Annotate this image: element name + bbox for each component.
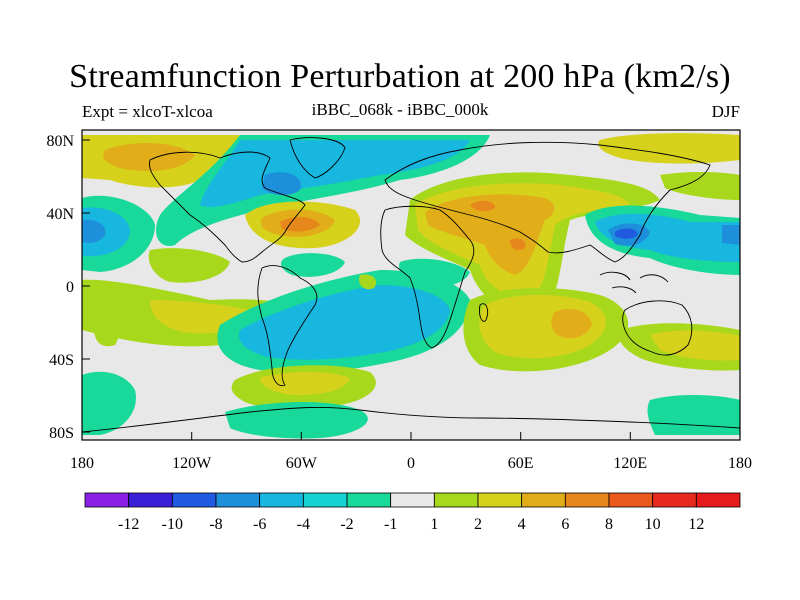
- contour-region: [598, 133, 740, 164]
- coastline-north-america: [149, 151, 306, 263]
- contour-region: [262, 172, 301, 196]
- contour-region: [660, 171, 740, 200]
- lat-label: 40N: [46, 206, 74, 223]
- contour-region: [470, 200, 495, 212]
- colorbar-swatch: [521, 492, 566, 508]
- longitude-axis: 180 120W 60W 0 60E 120E 180: [70, 432, 752, 472]
- colorbar-label: -8: [209, 516, 222, 533]
- coastline-eurasia: [384, 141, 711, 263]
- contour-region: [647, 395, 740, 435]
- contour-region: [551, 308, 592, 339]
- colorbar-label: 1: [430, 516, 438, 533]
- colorbar-label: -4: [297, 516, 310, 533]
- colorbar-swatch: [171, 492, 217, 508]
- colorbar-label: 4: [518, 516, 526, 533]
- coastline-madagascar: [479, 303, 489, 322]
- colorbar-label: -1: [384, 516, 397, 533]
- lon-label: 180: [70, 455, 94, 472]
- colorbar-label: -10: [162, 516, 183, 533]
- colorbar-swatch: [433, 492, 479, 508]
- colorbar-swatch: [128, 492, 173, 508]
- contour-field: [82, 130, 740, 440]
- contour-region: [238, 285, 450, 360]
- contour-region: [722, 225, 740, 245]
- coastline-south-america: [257, 265, 318, 387]
- coastlines: [82, 137, 740, 433]
- lon-label: 0: [407, 455, 415, 472]
- plot-title: Streamfunction Perturbation at 200 hPa (…: [69, 58, 731, 95]
- colorbar-swatch: [259, 492, 304, 508]
- comparison-label: iBBC_068k - iBBC_000k: [311, 100, 489, 119]
- coastline-indonesia: [599, 271, 669, 294]
- contour-region: [103, 143, 195, 172]
- contour-region: [225, 401, 368, 439]
- contour-region: [82, 207, 130, 257]
- colorbar-swatch: [346, 492, 392, 508]
- lat-label: 80S: [49, 425, 74, 442]
- colorbar-label: -12: [118, 516, 139, 533]
- coastline-africa: [380, 205, 475, 349]
- colorbar-labels: -12 -10 -8 -6 -4 -2 -1 1 2 4 6 8 10 12: [118, 516, 704, 533]
- colorbar-swatch: [302, 492, 348, 508]
- contour-region: [148, 248, 230, 283]
- contour-region: [93, 314, 119, 347]
- contour-region: [82, 371, 136, 435]
- lon-label: 120W: [172, 455, 212, 472]
- coastline-australia: [622, 300, 693, 356]
- coastline-antarctica: [82, 406, 740, 433]
- lon-label: 60E: [508, 455, 534, 472]
- latitude-axis: 80N 40N 0 40S 80S: [46, 133, 90, 442]
- coastline-greenland: [289, 137, 346, 179]
- contour-region: [280, 253, 345, 277]
- contour-region: [359, 274, 377, 290]
- colorbar-swatch: [477, 492, 523, 508]
- colorbar-label: 12: [688, 516, 704, 533]
- lon-label: 180: [728, 455, 752, 472]
- colorbar-label: 8: [605, 516, 613, 533]
- colorbar-label: 6: [561, 516, 569, 533]
- colorbar-label: 2: [474, 516, 482, 533]
- experiment-label: Expt = xlcoT-xlcoa: [82, 102, 213, 121]
- colorbar-swatch: [695, 492, 741, 508]
- lat-label: 40S: [49, 352, 74, 369]
- contour-region: [399, 258, 470, 287]
- colorbar-label: 10: [645, 516, 661, 533]
- lat-label: 80N: [46, 133, 74, 150]
- lon-label: 120E: [613, 455, 647, 472]
- contour-region: [650, 330, 740, 361]
- season-label: DJF: [711, 102, 740, 121]
- colorbar: [84, 492, 741, 508]
- contour-region: [280, 216, 320, 232]
- colorbar-swatch: [652, 492, 697, 508]
- contour-region: [425, 194, 555, 275]
- lat-label: 0: [66, 279, 74, 296]
- colorbar-swatch: [215, 492, 261, 508]
- lon-label: 60W: [286, 455, 318, 472]
- colorbar-swatch: [84, 492, 130, 508]
- colorbar-label: -6: [253, 516, 266, 533]
- colorbar-swatch: [390, 492, 435, 508]
- colorbar-swatch: [608, 492, 654, 508]
- contour-region: [510, 238, 526, 250]
- colorbar-swatch: [564, 492, 610, 508]
- colorbar-label: -2: [340, 516, 353, 533]
- contour-region: [615, 228, 638, 239]
- contour-region: [82, 219, 106, 243]
